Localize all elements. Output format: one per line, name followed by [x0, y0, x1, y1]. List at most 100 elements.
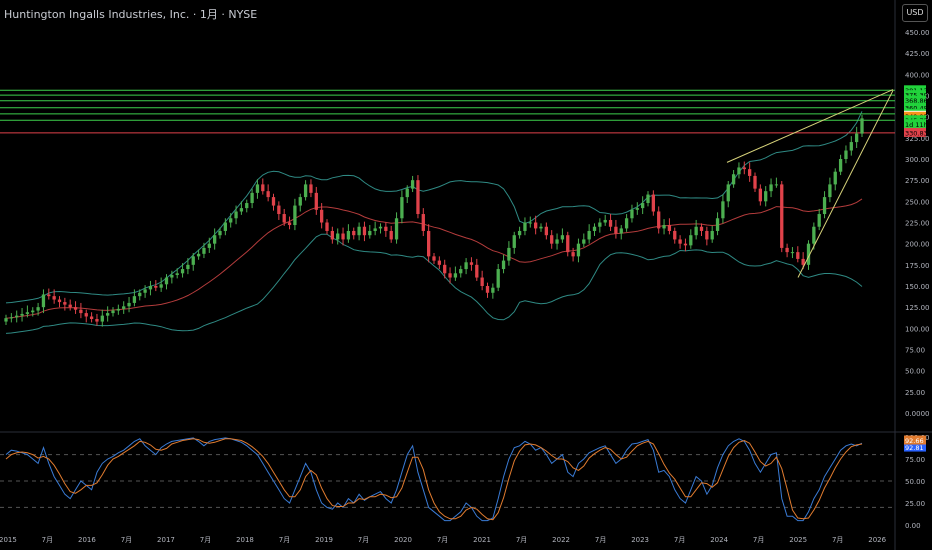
candle-body — [678, 239, 682, 244]
candle-body — [394, 218, 399, 240]
candle-body — [758, 188, 762, 202]
stoch-value-box — [904, 442, 926, 452]
stoch-d-line — [5, 438, 863, 521]
candle-body — [164, 277, 169, 285]
candle-body — [614, 226, 618, 234]
candle-body — [314, 192, 318, 210]
candle-body — [309, 184, 313, 193]
candle-body — [175, 273, 179, 275]
horizontal-levels — [0, 89, 895, 134]
price-tick-label: 0.0000 — [905, 410, 930, 418]
candle-body — [443, 264, 447, 274]
candle-body — [517, 230, 522, 236]
candle-body — [410, 180, 415, 189]
candle-body — [229, 218, 233, 223]
candle-body — [73, 307, 78, 310]
level-label-box — [904, 90, 926, 100]
candle-body — [748, 169, 752, 176]
candle-body — [170, 274, 174, 278]
candle-body — [320, 209, 324, 223]
time-tick-label: 2024 — [710, 536, 728, 544]
candle-body — [373, 228, 377, 231]
candle-body — [603, 219, 607, 223]
candle-body — [127, 302, 131, 307]
time-tick-label: 2020 — [394, 536, 412, 544]
time-tick-label: 2019 — [315, 536, 333, 544]
candle-body — [154, 286, 158, 288]
bollinger-upper-line — [5, 111, 863, 304]
time-tick-label: 2015 — [0, 536, 17, 544]
candle-body — [694, 226, 698, 236]
time-tick-label: 2021 — [473, 536, 491, 544]
candle-body — [764, 191, 768, 202]
candle-body — [801, 258, 805, 265]
candle-body — [657, 211, 661, 229]
candle-body — [496, 269, 500, 288]
candle-body — [57, 299, 62, 303]
candle-body — [47, 294, 51, 297]
time-tick-label: 7月 — [121, 536, 132, 544]
candle-body — [667, 225, 672, 231]
candle-body — [68, 304, 72, 308]
price-tick-label: 125.00 — [905, 304, 930, 312]
time-tick-label: 7月 — [279, 536, 290, 544]
candle-body — [266, 191, 270, 198]
candle-body — [132, 296, 137, 303]
time-tick-label: 7月 — [832, 536, 843, 544]
time-axis: 2015 7月 2016 7月 2017 7月 2018 7月 2019 7月 2020 7月 2021… — [0, 536, 887, 544]
level-labels: 381.13375.39368.86360.48353.37351.05349.… — [904, 85, 928, 137]
level-label: 368.86 — [905, 97, 928, 105]
candle-body — [346, 230, 351, 240]
candle-body — [619, 228, 623, 234]
candle-body — [534, 222, 538, 229]
time-tick-label: 7月 — [200, 536, 211, 544]
candle-body — [855, 133, 859, 143]
stoch-tick-label: 0.00 — [905, 522, 921, 530]
candle-body — [485, 286, 490, 293]
candle-body — [662, 225, 666, 229]
candle-body — [400, 197, 404, 219]
candle-body — [544, 226, 548, 236]
candle-body — [223, 222, 227, 231]
candle-body — [705, 230, 709, 240]
candle-body — [844, 150, 848, 159]
candle-body — [790, 252, 795, 254]
candle-body — [432, 256, 436, 261]
candle-body — [63, 302, 67, 305]
candle-body — [421, 214, 425, 231]
candle-body — [31, 310, 35, 313]
candle-body — [325, 222, 329, 231]
currency-button[interactable]: USD — [902, 4, 928, 22]
price-tick-label: 25.00 — [905, 389, 925, 397]
candle-body — [196, 253, 201, 257]
candle-body — [635, 208, 639, 210]
candle-body — [293, 205, 297, 226]
bollinger-lower-line — [5, 233, 863, 334]
candle-body — [560, 235, 565, 240]
candle-body — [582, 239, 586, 244]
candle-body — [352, 230, 356, 236]
candle-body — [453, 273, 458, 278]
candle-body — [298, 197, 302, 206]
candle-body — [362, 226, 367, 236]
candle-body — [384, 226, 388, 231]
level-label: 1d 11h — [905, 121, 928, 129]
candle-body — [689, 235, 693, 246]
candle-body — [469, 262, 474, 265]
candle-body — [860, 118, 864, 134]
candle-body — [159, 284, 163, 288]
candle-body — [287, 222, 292, 226]
candle-body — [480, 277, 484, 286]
candle-body — [812, 226, 816, 244]
candle-body — [608, 219, 613, 227]
candle-body — [330, 230, 334, 240]
price-tick-label: 425.00 — [905, 50, 930, 58]
time-tick-label: 2022 — [552, 536, 570, 544]
candle-body — [576, 243, 581, 257]
price-tick-label: 400.00 — [905, 71, 930, 79]
candle-body — [4, 318, 8, 322]
time-tick-label: 2023 — [631, 536, 649, 544]
candles — [4, 114, 864, 327]
time-tick-label: 7月 — [753, 536, 764, 544]
